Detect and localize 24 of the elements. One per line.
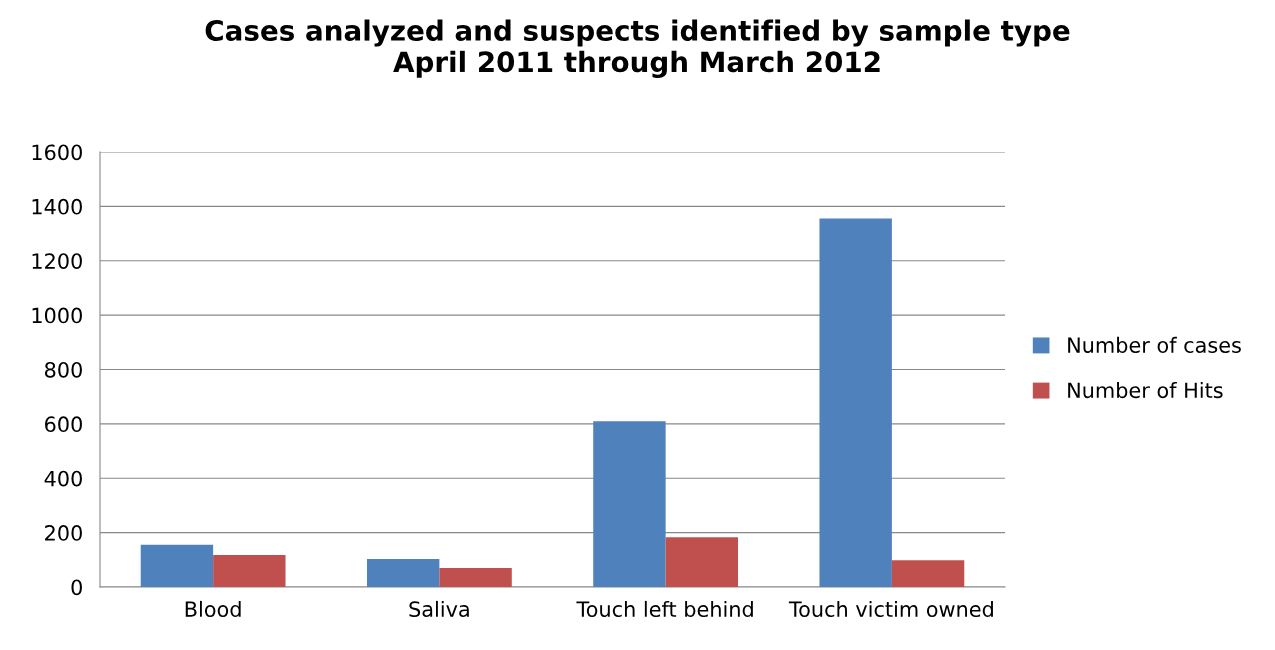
x-tick-label: Touch victim owned [788,600,993,618]
x-tick-label: Blood [185,600,241,618]
bar [213,554,286,587]
y-tick-label: 1600 [32,144,82,161]
chart-title: Cases analyzed and suspects identified by sample type April 2011 through March 2012 [205,19,1070,78]
bar [439,567,512,587]
y-tick-label: 1200 [32,253,82,269]
y-tick-label: 400 [44,470,82,487]
bar [593,421,666,587]
bar [140,544,214,587]
bar [891,560,965,587]
bar [665,537,739,587]
y-tick-label: 1400 [32,198,82,215]
legend-label: Number of cases [1068,336,1241,353]
bar [366,559,440,587]
bar [819,218,892,587]
y-tick-label: 1000 [32,307,82,324]
y-tick-label: 600 [45,416,82,433]
legend-label: Number of Hits [1068,382,1223,399]
y-tick-label: 0 [71,579,82,596]
x-tick-label: Saliva [409,600,469,618]
y-tick-label: 200 [45,525,82,541]
x-tick-label: Touch left behind [576,600,753,618]
y-tick-label: 800 [44,361,82,378]
